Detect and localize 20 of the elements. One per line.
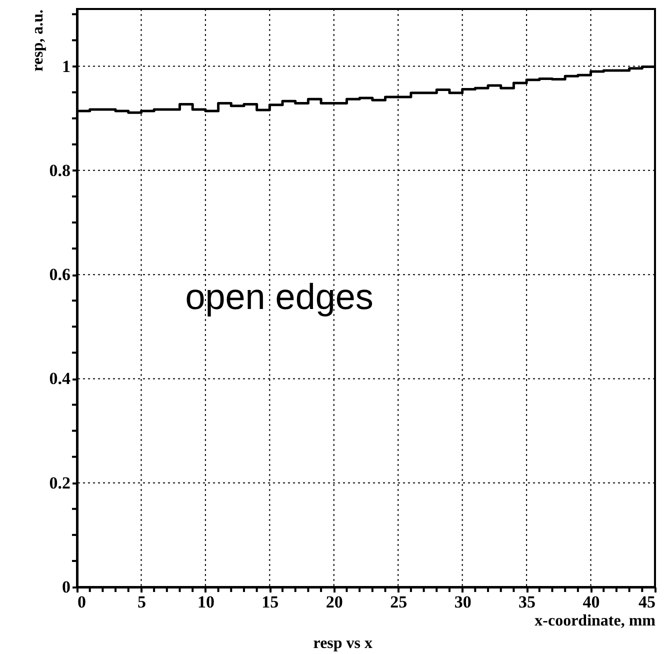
- x-tick-label: 20: [326, 592, 343, 612]
- x-tick-label: 15: [262, 592, 279, 612]
- text: resp vs x: [313, 635, 373, 652]
- x-tick-label: 35: [518, 592, 536, 612]
- x-axis-title: x-coordinate, mm: [534, 612, 656, 630]
- y-tick-label: 1: [62, 56, 70, 76]
- x-tick-label: 45: [638, 592, 656, 612]
- annotation: open edges: [185, 276, 374, 317]
- y-tick-label: 0.2: [49, 473, 70, 492]
- x-tick-label: 5: [137, 592, 146, 612]
- x-tick-label: 30: [454, 592, 472, 612]
- y-tick-label: 0.8: [49, 160, 70, 180]
- x-tick-label: 0: [78, 592, 86, 612]
- x-tick-label: 25: [390, 592, 408, 612]
- y-tick-label: 0: [62, 578, 70, 596]
- x-tick-label: 10: [197, 592, 214, 612]
- x-tick-label: 40: [582, 592, 600, 612]
- y-tick-label: 0.6: [49, 265, 70, 284]
- y-tick-label: 0.4: [49, 369, 71, 388]
- y-axis-title: resp, a.u.: [29, 10, 46, 72]
